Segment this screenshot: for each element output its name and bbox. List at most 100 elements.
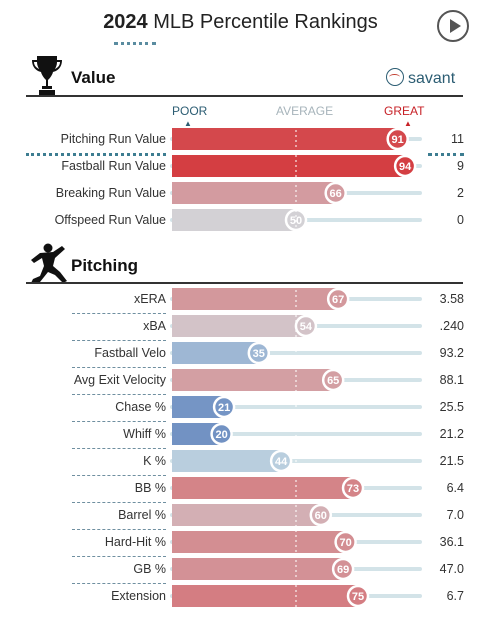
percentile-label-xba: 54: [300, 321, 313, 333]
bar-offspeed-run-value: [172, 209, 296, 231]
marker-avg-exit-velocity: [321, 368, 345, 392]
savant-text: savant: [408, 70, 456, 87]
percentile-label-avg-exit-velocity: 65: [327, 375, 339, 387]
percentile-label-chase: 21: [218, 402, 230, 414]
row-label-fastball-run-value: Fastball Run Value: [61, 159, 166, 173]
row-value-barrel: 7.0: [446, 508, 464, 522]
row-value-hard-hit: 36.1: [439, 535, 464, 549]
bar-fastball-velo: [172, 342, 259, 364]
row-label-hard-hit: Hard-Hit %: [104, 535, 166, 549]
scale-poor-arrow: ▲: [184, 119, 192, 128]
bar-barrel: [172, 504, 321, 526]
value-section-rule: [26, 95, 463, 97]
percentile-label-fastball-run-value: 94: [399, 161, 412, 173]
page-title: 2024 MLB Percentile Rankings: [0, 11, 481, 34]
play-icon[interactable]: [437, 10, 469, 42]
row-label-fastball-velo: Fastball Velo: [94, 346, 166, 360]
row-label-barrel: Barrel %: [118, 508, 166, 522]
bar-gb: [172, 558, 344, 580]
row-label-bb: BB %: [134, 481, 166, 495]
row-value-fastball-run-value: 9: [457, 159, 464, 173]
percentile-label-xera: 67: [332, 294, 344, 306]
row-divider: [72, 367, 166, 368]
bar-fastball-run-value: [172, 155, 406, 177]
bar-breaking-run-value: [172, 182, 336, 204]
row-value-xera: 3.58: [439, 292, 464, 306]
pitching-section-rule: [26, 282, 463, 284]
row-label-breaking-run-value: Breaking Run Value: [55, 186, 166, 200]
row-value-xba: .240: [439, 319, 464, 333]
row-divider: [72, 556, 166, 557]
row-value-whiff: 21.2: [439, 427, 464, 441]
title-year: 2024: [103, 11, 148, 33]
row-value-extension: 6.7: [446, 589, 464, 603]
marker-barrel: [309, 503, 333, 527]
scale-great-label: GREAT: [384, 104, 425, 118]
scale-great-arrow: ▲: [404, 119, 412, 128]
row-label-xba: xBA: [143, 319, 166, 333]
row-divider: [72, 340, 166, 341]
percentile-label-hard-hit: 70: [339, 537, 351, 549]
trophy-icon: [32, 56, 62, 96]
row-label-extension: Extension: [111, 589, 166, 603]
percentile-label-barrel: 60: [315, 510, 327, 522]
row-value-chase: 25.5: [439, 400, 464, 414]
marker-pitching-run-value: [386, 127, 409, 151]
savant-brand: savant: [386, 68, 455, 88]
percentile-label-breaking-run-value: 66: [330, 188, 342, 200]
bar-xba: [172, 315, 306, 337]
marker-bb: [341, 476, 365, 500]
row-label-pitching-run-value: Pitching Run Value: [60, 132, 166, 146]
pitcher-icon: [31, 243, 67, 283]
percentile-label-gb: 69: [337, 564, 349, 576]
percentile-label-pitching-run-value: 91: [392, 134, 404, 146]
bar-xera: [172, 288, 339, 310]
row-label-xera: xERA: [134, 292, 166, 306]
highlight-dots-right: [428, 153, 464, 156]
row-value-fastball-velo: 93.2: [439, 346, 464, 360]
percentile-label-bb: 73: [347, 483, 359, 495]
percentile-label-extension: 75: [352, 591, 364, 603]
highlight-dots-left: [26, 153, 166, 156]
row-value-k: 21.5: [439, 454, 464, 468]
section-title-value: Value: [71, 68, 116, 87]
row-divider: [72, 475, 166, 476]
row-value-pitching-run-value: 11: [451, 132, 464, 146]
row-label-whiff: Whiff %: [123, 427, 166, 441]
marker-breaking-run-value: [324, 181, 347, 205]
bar-chase: [172, 396, 225, 418]
marker-fastball-run-value: [393, 154, 417, 178]
row-value-gb: 47.0: [439, 562, 464, 576]
bar-pitching-run-value: [172, 128, 398, 150]
row-divider: [72, 448, 166, 449]
marker-hard-hit: [334, 530, 357, 554]
row-label-chase: Chase %: [115, 400, 166, 414]
bar-hard-hit: [172, 531, 346, 553]
row-value-avg-exit-velocity: 88.1: [439, 373, 464, 387]
section-title-pitching: Pitching: [71, 256, 139, 275]
marker-gb: [331, 557, 355, 581]
row-label-offspeed-run-value: Offspeed Run Value: [54, 213, 166, 227]
row-divider: [72, 313, 166, 314]
bar-k: [172, 450, 282, 472]
row-label-gb: GB %: [133, 562, 166, 576]
marker-xera: [326, 287, 350, 311]
scale-poor-label: POOR: [172, 104, 208, 118]
percentile-label-k: 44: [275, 456, 288, 468]
bar-avg-exit-velocity: [172, 369, 334, 391]
title-text: MLB Percentile Rankings: [147, 11, 378, 33]
row-divider: [72, 583, 166, 584]
percentile-label-fastball-velo: 35: [253, 348, 265, 360]
row-value-bb: 6.4: [446, 481, 464, 495]
marker-whiff: [210, 422, 233, 446]
row-value-breaking-run-value: 2: [457, 186, 464, 200]
row-divider: [72, 394, 166, 395]
row-divider: [72, 502, 166, 503]
percentile-label-whiff: 20: [215, 429, 227, 441]
row-label-k: K %: [143, 454, 166, 468]
scale-average-label: AVERAGE: [276, 104, 334, 118]
row-divider: [72, 421, 166, 422]
marker-k: [269, 449, 293, 473]
row-label-avg-exit-velocity: Avg Exit Velocity: [73, 373, 166, 387]
